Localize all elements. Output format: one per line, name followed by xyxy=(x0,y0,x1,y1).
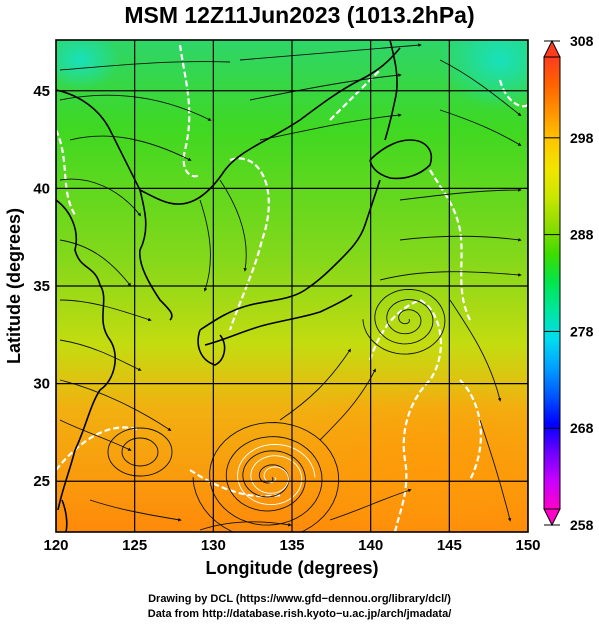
colorbar-top-arrow xyxy=(543,39,561,58)
x-tick-label: 120 xyxy=(43,537,68,554)
isotherm-contours xyxy=(56,44,528,532)
colorbar-label: 258 xyxy=(570,517,594,533)
x-tick-label: 125 xyxy=(122,537,147,554)
colorbar-body xyxy=(543,56,561,510)
x-tick-label: 140 xyxy=(358,537,383,554)
cool-region-west xyxy=(56,40,120,90)
y-tick-label: 25 xyxy=(33,473,50,490)
x-axis-label: Longitude (degrees) xyxy=(205,558,378,578)
warm-region xyxy=(260,380,528,532)
colorbar: 308 298 288 278 268 258 xyxy=(543,33,594,533)
x-tick-label: 150 xyxy=(515,537,540,554)
colorbar-bottom-arrow xyxy=(543,508,561,527)
y-tick-label: 45 xyxy=(33,83,50,100)
streamlines xyxy=(59,43,522,531)
x-tick-label: 135 xyxy=(279,537,304,554)
anticyclone-swirl xyxy=(107,427,173,477)
axis-ticks: 120 125 130 135 140 145 150 25 30 35 40 45 xyxy=(33,83,540,554)
credit-drawing: Drawing by DCL (https://www.gfd−dennou.o… xyxy=(148,593,451,605)
x-tick-label: 145 xyxy=(437,537,462,554)
typhoon-inner-contour xyxy=(237,443,316,506)
low-spiral xyxy=(362,288,446,355)
x-tick-label: 130 xyxy=(201,537,226,554)
y-tick-label: 35 xyxy=(33,278,50,295)
colorbar-label: 298 xyxy=(570,130,594,146)
gridlines xyxy=(56,40,528,532)
colorbar-label: 308 xyxy=(570,33,594,49)
colorbar-label: 268 xyxy=(570,420,594,436)
y-tick-label: 40 xyxy=(33,180,50,197)
typhoon-swirl xyxy=(192,422,340,532)
colorbar-label: 278 xyxy=(570,323,594,339)
low-pressure-swirl xyxy=(362,288,446,355)
colorbar-label: 288 xyxy=(570,227,594,243)
typhoon-spiral xyxy=(192,422,340,532)
y-tick-label: 30 xyxy=(33,376,50,393)
map-title: MSM 12Z11Jun2023 (1013.2hPa) xyxy=(124,2,475,28)
y-axis-label: Latitude (degrees) xyxy=(4,208,24,364)
cool-region xyxy=(440,40,528,110)
credit-data: Data from http://database.rish.kyoto−u.a… xyxy=(147,608,452,620)
map-frame xyxy=(55,39,529,533)
map-plot-area xyxy=(56,40,528,532)
